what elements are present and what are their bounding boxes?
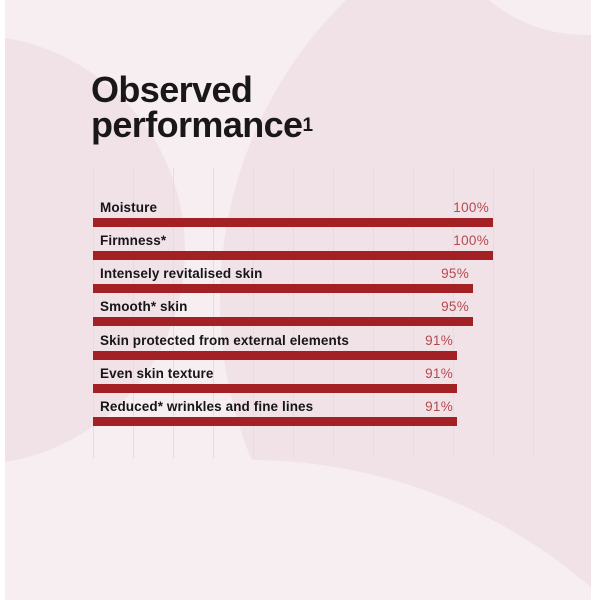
bar-value: 95% <box>441 266 469 282</box>
page-title: Observed performance1 <box>91 69 361 145</box>
bar <box>93 350 457 360</box>
bar <box>93 284 473 294</box>
bar-value: 95% <box>441 299 469 315</box>
page-title-text: Observed performance <box>91 69 303 145</box>
chart-row: Smooth* skin 95% <box>93 297 473 330</box>
bar-value: 91% <box>425 398 453 414</box>
pink-canvas: Observed performance1 Moisture 100% Firm… <box>5 0 591 600</box>
chart-row: Skin protected from external elements 91… <box>93 331 457 364</box>
chart-row: Intensely revitalised skin 95% <box>93 264 473 297</box>
bar <box>93 383 457 393</box>
bar <box>93 416 457 426</box>
bar <box>93 218 493 227</box>
chart-row: Even skin texture 91% <box>93 364 457 397</box>
bar-label: Even skin texture <box>100 365 214 381</box>
bar-value: 91% <box>425 365 453 381</box>
bar <box>93 251 493 261</box>
bar-label: Skin protected from external elements <box>100 332 350 348</box>
bar-label: Firmness* <box>100 233 167 249</box>
bar <box>93 317 473 327</box>
bar-label: Smooth* skin <box>100 299 188 315</box>
bar-chart: Moisture 100% Firmness* 100% Intensely r… <box>93 198 493 430</box>
bar-value: 100% <box>453 200 489 215</box>
bar-value: 91% <box>425 332 453 348</box>
page-title-superscript: 1 <box>302 115 313 136</box>
chart-row: Firmness* 100% <box>93 231 493 264</box>
chart-row: Moisture 100% <box>93 198 493 231</box>
chart-row: Reduced* wrinkles and fine lines 91% <box>93 397 457 430</box>
bar-label: Moisture <box>100 200 158 215</box>
bar-label: Reduced* wrinkles and fine lines <box>100 398 314 414</box>
bar-label: Intensely revitalised skin <box>100 266 263 282</box>
bar-value: 100% <box>453 233 489 249</box>
